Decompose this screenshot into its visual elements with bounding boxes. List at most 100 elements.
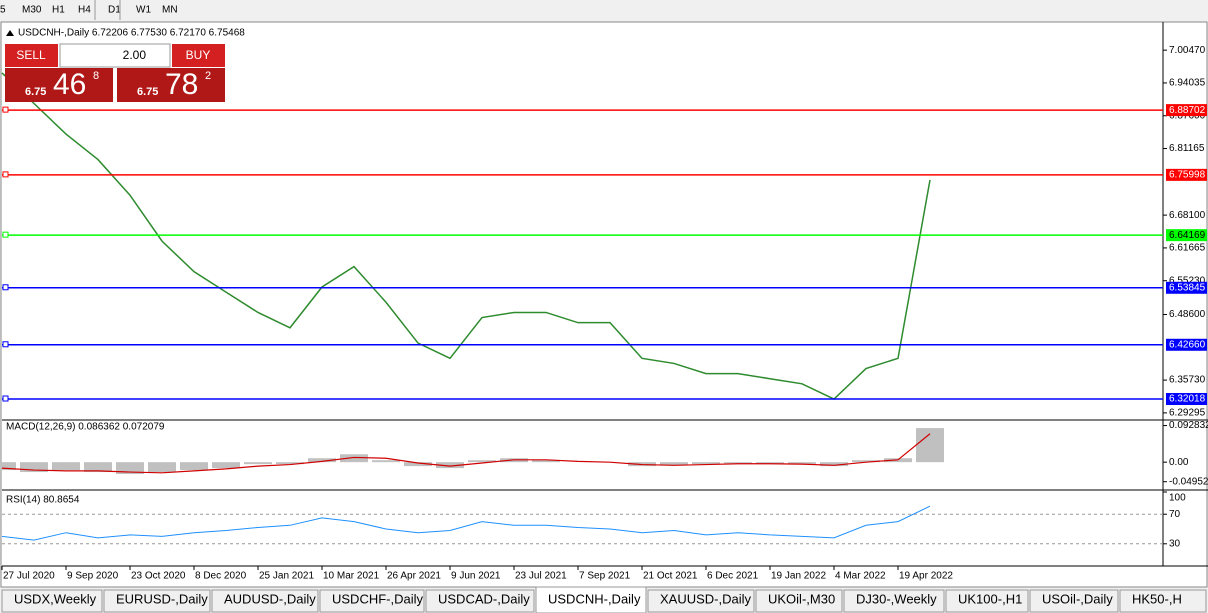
tab-label[interactable]: USOil-,Daily [1042,591,1113,606]
rsi-line [1,505,931,541]
symbol-tab[interactable] [755,589,843,613]
timeframe-button[interactable]: H4 [78,5,91,16]
symbol-tab[interactable] [945,589,1029,613]
symbol-tab[interactable] [211,589,319,613]
level-handle [2,171,9,178]
x-tick-label: 8 Dec 2020 [195,571,247,582]
macd-bar [692,462,720,465]
sell-button[interactable] [5,44,58,67]
tab-label[interactable]: USDCAD-,Daily [438,591,530,606]
buy-button[interactable] [172,44,225,67]
timeframe-button[interactable]: MN [162,5,178,16]
macd-bar [52,462,80,471]
sell-label[interactable]: SELL [16,48,46,62]
x-tick-label: 19 Apr 2022 [899,571,953,582]
symbol-tab[interactable] [843,589,945,613]
tab-label[interactable]: USDCHF-,Daily [332,591,424,606]
x-tick-label: 10 Mar 2021 [323,571,380,582]
x-tick-label: 6 Dec 2021 [707,571,759,582]
x-tick-label: 9 Jun 2021 [451,571,501,582]
lots-value[interactable]: 2.00 [123,48,147,62]
level-tag [1166,281,1207,294]
ask-box[interactable] [117,68,225,102]
ask-pips: 78 [165,68,198,101]
y-tick-label: 6.94035 [1169,78,1206,89]
x-tick-label: 21 Oct 2021 [643,571,698,582]
level-handle [2,284,9,291]
y-tick-label: 6.61665 [1169,243,1206,254]
symbol-tab[interactable] [647,589,755,613]
macd-bar [436,462,464,469]
tab-label[interactable]: EURUSD-,Daily [116,591,208,606]
macd-bar [852,460,880,463]
title-arrow [6,30,14,36]
macd-bar [0,462,16,471]
x-tick-label: 27 Jul 2020 [3,571,55,582]
buy-label[interactable]: BUY [186,48,211,62]
macd-bar [20,462,48,473]
macd-bar [180,462,208,471]
tab-label[interactable]: AUDUSD-,Daily [224,591,316,606]
macd-bar [532,460,560,463]
y-tick-label: -0.049521 [1169,476,1208,487]
y-tick-label: 100 [1169,493,1186,504]
tab-label[interactable]: UKOil-,M30 [768,591,835,606]
macd-bar [756,462,784,464]
bid-box[interactable] [5,68,113,102]
macd-bar [468,460,496,463]
y-tick-label: 0.00 [1169,457,1189,468]
y-tick-label: 6.81165 [1169,143,1205,154]
macd-bar [340,454,368,463]
x-tick-label: 4 Mar 2022 [835,571,886,582]
chart-area [0,21,1208,588]
macd-bar [724,462,752,464]
timeframe-button[interactable]: M30 [22,5,42,16]
macd-bar [212,462,240,469]
level-tag [1166,229,1207,242]
symbol-tab[interactable] [1119,589,1207,613]
level-label: 6.32018 [1169,394,1206,405]
tab-label[interactable]: UK100-,H1 [958,591,1022,606]
x-tick-label: 7 Sep 2021 [579,571,631,582]
symbol-tab[interactable] [425,589,535,613]
x-tick-label: 25 Jan 2021 [259,571,314,582]
level-label: 6.88702 [1169,105,1206,116]
level-tag [1166,338,1207,351]
symbol-tab[interactable] [319,589,425,613]
symbol-tab[interactable] [535,586,647,613]
lots-field[interactable] [59,43,171,68]
macd-bar [660,462,688,466]
y-tick-label: 6.68100 [1169,210,1206,221]
macd-signal [1,433,931,474]
timeframe-button[interactable]: H1 [52,5,65,16]
y-tick-label: 7.00470 [1169,45,1206,56]
macd-bar [276,462,304,465]
level-handle [2,106,9,113]
bid-point: 8 [93,70,99,82]
level-handle [2,395,9,402]
tab-label[interactable]: DJ30-,Weekly [856,591,937,606]
timeframe-button[interactable]: 5 [0,5,6,16]
macd-bar [244,462,272,465]
symbol-tab[interactable] [1029,589,1119,613]
macd-bar [308,458,336,463]
tab-label[interactable]: USDX,Weekly [14,591,97,606]
timeframe-button[interactable]: W1 [136,5,151,16]
symbol-tab[interactable] [1,589,103,613]
tab-label[interactable]: HK50-,H [1132,591,1182,606]
macd-bar [788,462,816,465]
y-tick-label: 30 [1169,538,1181,549]
level-handle [2,341,9,348]
tab-label[interactable]: XAUUSD-,Daily [660,591,752,606]
ask-big: 6.75 [137,86,158,98]
x-tick-label: 23 Oct 2020 [131,571,186,582]
level-tag [1166,104,1207,117]
timeframe-button[interactable]: D1 [108,5,121,16]
tab-label[interactable]: USDCNH-,Daily [548,591,641,606]
symbol-tab[interactable] [103,589,211,613]
y-tick-label: 6.35730 [1169,375,1206,386]
x-tick-label: 19 Jan 2022 [771,571,826,582]
chart-title: USDCNH-,Daily 6.72206 6.77530 6.72170 6.… [18,28,245,39]
x-tick-label: 26 Apr 2021 [387,571,441,582]
